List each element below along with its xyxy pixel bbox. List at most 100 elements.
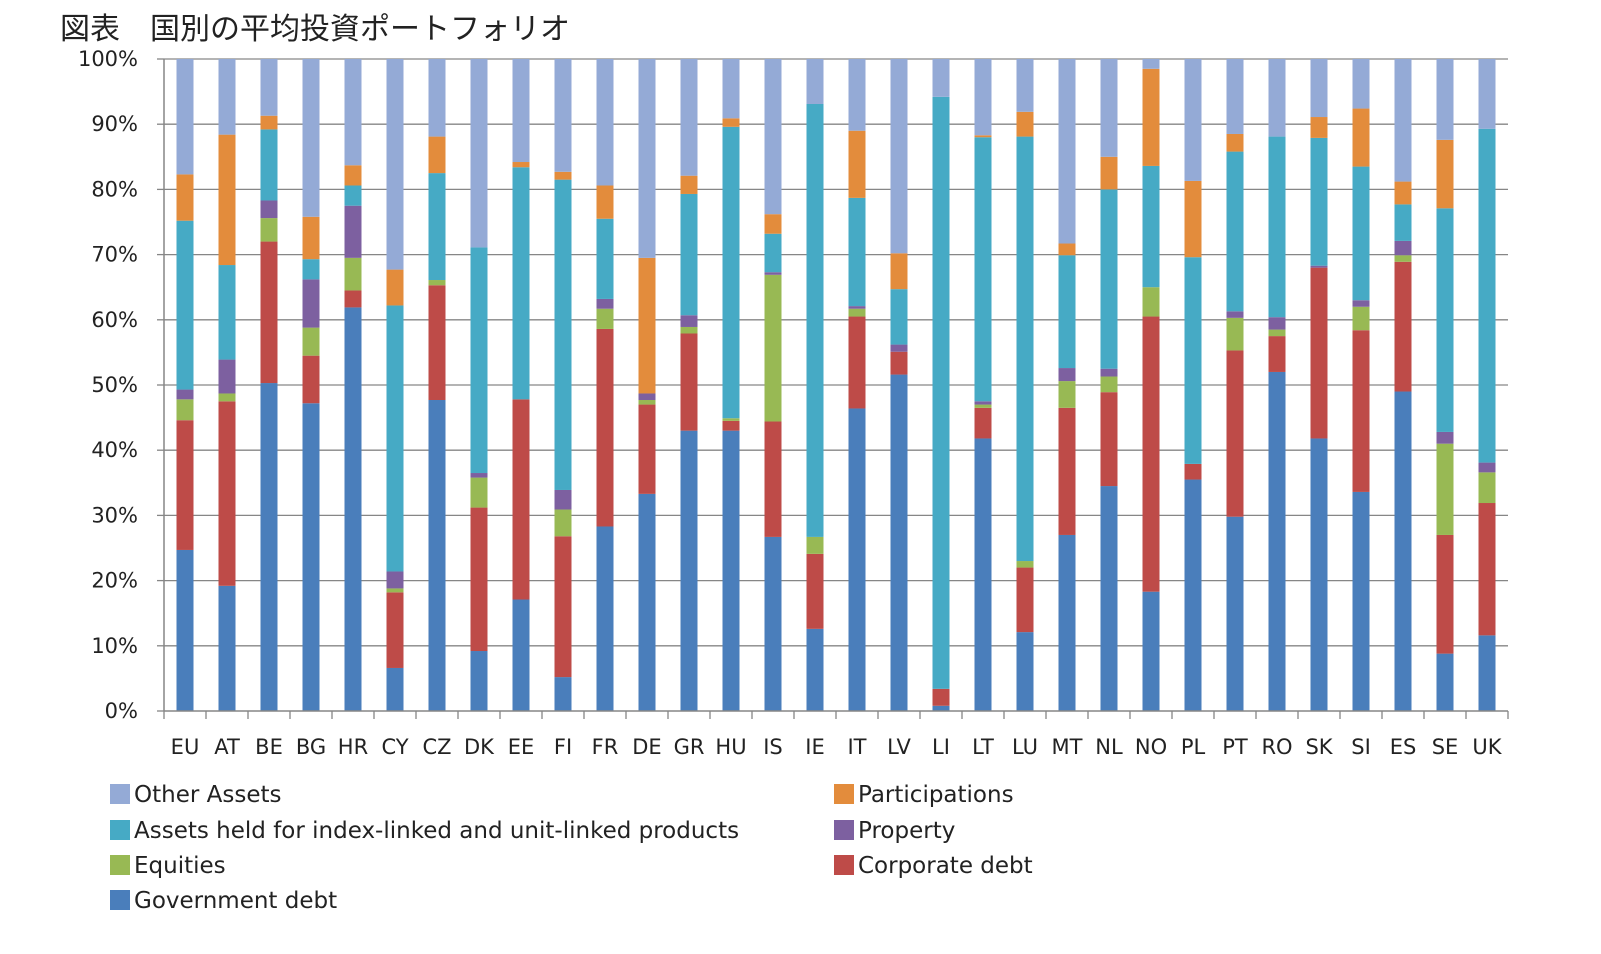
bar-nl-property [1100,368,1118,377]
x-tick-label: CZ [422,735,451,759]
x-tick-label: PT [1222,735,1248,759]
bar-group-ee [512,59,530,711]
legend-swatch [834,820,854,840]
bar-eu-assets-held-for-index-linked-and-unit-linked-products [176,220,194,390]
bar-no-equities [1142,287,1160,317]
bar-de-property [638,393,656,400]
bar-hr-equities [344,257,362,291]
bar-pt-government-debt [1226,516,1244,711]
y-tick-label: 100% [78,47,138,71]
x-tick-label: SE [1432,735,1459,759]
bar-group-cy [386,59,404,711]
bars [176,59,1496,711]
bar-eu-equities [176,399,194,421]
legend-item: Participations [834,782,1014,808]
bar-mt-participations [1058,243,1076,256]
bar-si-property [1352,300,1370,307]
bar-no-corporate-debt [1142,316,1160,592]
bar-cy-corporate-debt [386,592,404,668]
bar-li-government-debt [932,705,950,711]
bar-dk-corporate-debt [470,507,488,652]
bar-it-participations [848,130,866,198]
x-tick-label: LI [932,735,950,759]
bar-group-at [218,59,236,711]
y-tick-label: 80% [91,177,138,201]
bar-mt-other-assets [1058,59,1076,244]
bar-nl-government-debt [1100,486,1118,711]
bar-hu-equities [722,418,740,421]
bar-dk-assets-held-for-index-linked-and-unit-linked-products [470,247,488,474]
bar-ie-corporate-debt [806,553,824,629]
bar-group-gr [680,59,698,711]
bar-uk-corporate-debt [1478,503,1496,636]
bar-group-pl [1184,59,1202,711]
bar-nl-other-assets [1100,59,1118,157]
axes [157,58,1509,719]
legend-label: Assets held for index-linked and unit-li… [134,818,739,844]
bar-mt-government-debt [1058,534,1076,711]
bar-hu-other-assets [722,59,740,119]
bar-ie-other-assets [806,59,824,104]
bar-lu-participations [1016,111,1034,137]
bar-fr-assets-held-for-index-linked-and-unit-linked-products [596,218,614,299]
bar-de-government-debt [638,493,656,711]
bar-pl-assets-held-for-index-linked-and-unit-linked-products [1184,257,1202,464]
bar-group-ro [1268,59,1286,711]
bar-group-sk [1310,59,1328,711]
bar-group-mt [1058,59,1076,711]
bar-be-assets-held-for-index-linked-and-unit-linked-products [260,129,278,201]
bar-bg-participations [302,216,320,260]
bar-ee-participations [512,162,530,168]
bar-it-corporate-debt [848,316,866,409]
legend-label: Other Assets [134,782,281,808]
bar-dk-equities [470,477,488,508]
bar-lt-corporate-debt [974,407,992,439]
legend-swatch [834,855,854,875]
bar-be-other-assets [260,59,278,116]
bar-is-other-assets [764,59,782,215]
y-tick-label: 10% [91,634,138,658]
bar-pl-participations [1184,180,1202,258]
x-tick-label: FR [592,735,619,759]
bar-ee-other-assets [512,59,530,163]
y-tick-label: 50% [91,373,138,397]
bar-si-assets-held-for-index-linked-and-unit-linked-products [1352,166,1370,301]
bar-uk-equities [1478,472,1496,504]
bar-ie-government-debt [806,628,824,711]
x-tick-label: BE [255,735,283,759]
bar-at-government-debt [218,585,236,711]
bar-cz-assets-held-for-index-linked-and-unit-linked-products [428,173,446,281]
bar-nl-assets-held-for-index-linked-and-unit-linked-products [1100,189,1118,369]
bar-group-lt [974,59,992,711]
bar-mt-equities [1058,381,1076,408]
y-tick-labels: 0% 10% 20% 30% 40% 50% 60% 70% 80% 90% 100% [78,47,138,723]
bar-gr-corporate-debt [680,333,698,431]
bar-fi-property [554,489,572,510]
bar-se-equities [1436,443,1454,535]
bar-sk-other-assets [1310,59,1328,118]
bar-uk-assets-held-for-index-linked-and-unit-linked-products [1478,128,1496,463]
bar-be-equities [260,218,278,242]
bar-group-de [638,59,656,711]
bar-lt-property [974,401,992,405]
bar-at-other-assets [218,59,236,135]
bar-si-equities [1352,306,1370,331]
bar-lt-government-debt [974,438,992,711]
bar-lt-equities [974,404,992,408]
bar-dk-property [470,473,488,478]
bar-sk-government-debt [1310,438,1328,711]
legend-swatch [834,784,854,804]
bar-de-participations [638,257,656,394]
bar-lu-government-debt [1016,632,1034,711]
bar-be-government-debt [260,383,278,711]
bar-hu-assets-held-for-index-linked-and-unit-linked-products [722,126,740,419]
bar-fr-other-assets [596,59,614,186]
x-tick-label: MT [1052,735,1083,759]
y-tick-label: 60% [91,308,138,332]
bar-is-equities [764,274,782,422]
bar-group-hr [344,59,362,711]
bar-li-corporate-debt [932,688,950,706]
legend-item: Property [834,818,955,844]
bar-li-other-assets [932,59,950,97]
x-tick-label: GR [674,735,705,759]
